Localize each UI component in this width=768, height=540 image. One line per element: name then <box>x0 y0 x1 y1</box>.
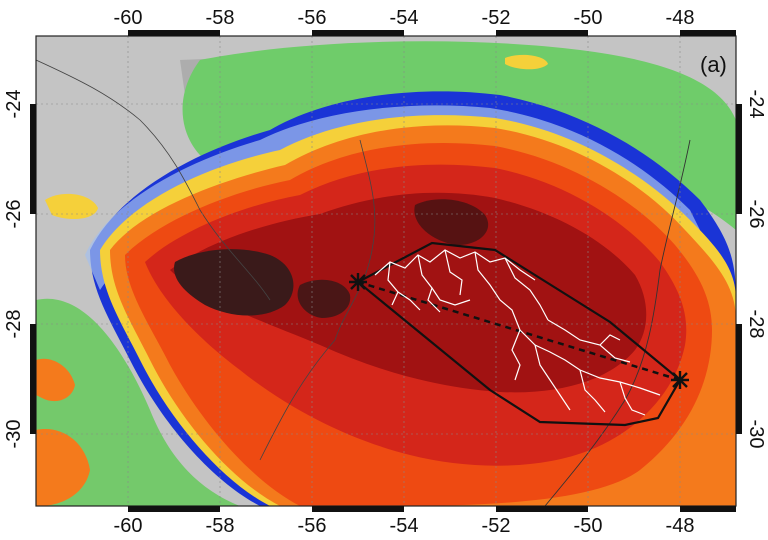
right-tick-label: -28 <box>745 310 767 339</box>
left-axis-bars <box>30 104 36 434</box>
left-tick-label: -24 <box>3 90 25 119</box>
map-panel: (a) <box>36 36 736 506</box>
top-tick-label: -54 <box>390 7 419 29</box>
bottom-tick-label: -54 <box>390 515 419 537</box>
right-tick-label: -24 <box>745 90 767 119</box>
border-line-1 <box>36 59 271 301</box>
coldest-core-center <box>297 279 351 318</box>
bottom-tick-label: -52 <box>482 515 511 537</box>
bottom-tick-label: -60 <box>114 515 143 537</box>
top-tick-label: -56 <box>298 7 327 29</box>
top-tick-label: -58 <box>206 7 235 29</box>
small-storm-cell-ne <box>505 54 548 70</box>
border-line-2 <box>334 139 376 341</box>
left-tick-label: -26 <box>3 200 25 229</box>
border-line-3 <box>259 339 336 461</box>
flash-hull-polygon <box>356 241 682 427</box>
top-tick-labels: -60 -58 -56 -54 -52 -50 -48 <box>114 7 695 29</box>
top-tick-label: -60 <box>114 7 143 29</box>
left-tick-label: -28 <box>3 310 25 339</box>
bottom-tick-label: -58 <box>206 515 235 537</box>
bottom-tick-labels: -60 -58 -56 -54 -52 -50 -48 <box>114 515 695 537</box>
lightning-channels <box>374 249 661 416</box>
bottom-tick-label: -50 <box>574 515 603 537</box>
left-tick-label: -30 <box>3 420 25 449</box>
panel-label: (a) <box>700 52 727 77</box>
small-storm-cell-left-2 <box>36 429 90 506</box>
bottom-tick-label: -56 <box>298 515 327 537</box>
top-tick-label: -52 <box>482 7 511 29</box>
top-tick-label: -48 <box>666 7 695 29</box>
right-axis-bars <box>736 104 742 434</box>
top-tick-label: -50 <box>574 7 603 29</box>
coldest-core-east <box>414 199 489 245</box>
top-axis-bars <box>128 30 736 36</box>
right-tick-label: -30 <box>745 420 767 449</box>
dark-red-core <box>170 192 647 393</box>
start-star-marker <box>349 273 367 291</box>
coldest-core-west <box>174 249 294 316</box>
right-tick-labels: -24 -26 -28 -30 <box>745 90 767 449</box>
small-storm-cell-nw <box>45 193 98 220</box>
bottom-tick-label: -48 <box>666 515 695 537</box>
coast-line <box>544 139 691 506</box>
small-storm-cell-left <box>36 358 75 402</box>
grid <box>36 36 736 506</box>
green-band-west <box>36 298 240 506</box>
bottom-axis-bars <box>128 506 736 512</box>
left-tick-labels: -24 -26 -28 -30 <box>3 90 25 449</box>
end-star-marker <box>671 371 689 389</box>
right-tick-label: -26 <box>745 200 767 229</box>
